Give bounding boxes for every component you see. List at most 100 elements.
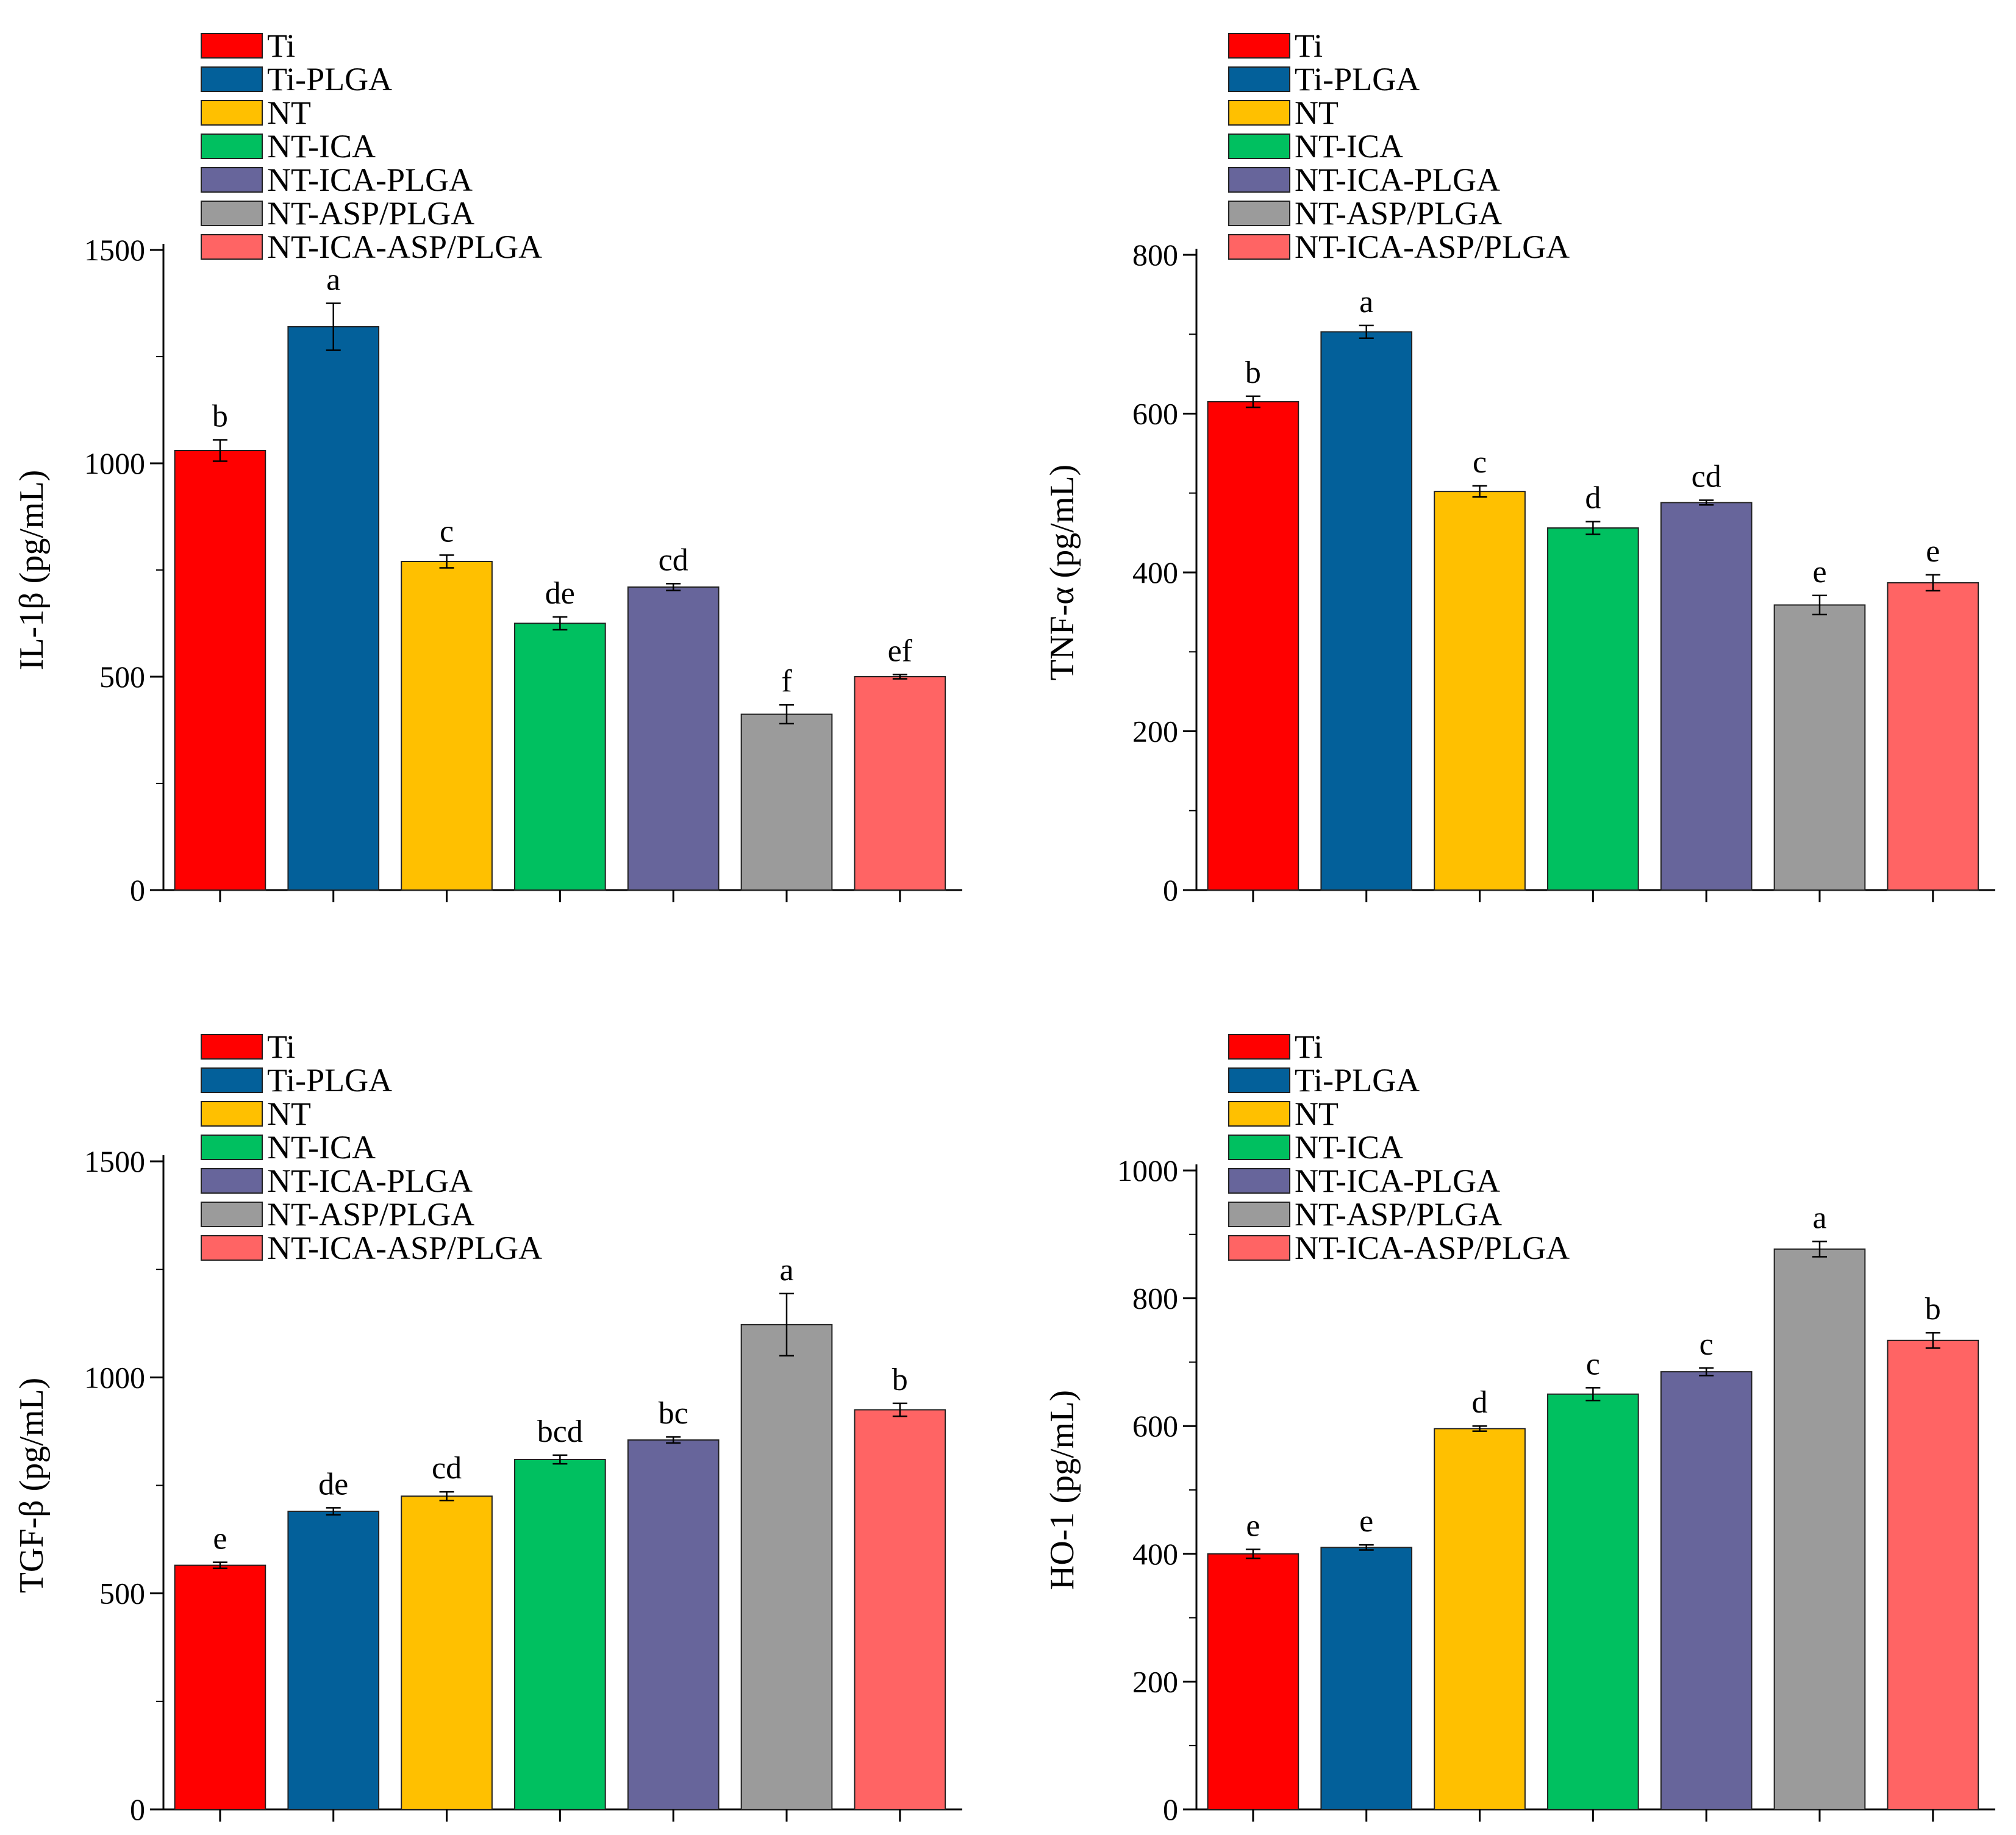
il1b-legend-label: NT	[267, 94, 311, 131]
tgfb-significance-label: a	[779, 1253, 793, 1288]
il1b-bar	[854, 676, 946, 891]
il1b-legend-swatch	[201, 33, 263, 59]
il1b-legend-label: NT-ASP/PLGA	[267, 195, 474, 232]
tgfb-y-tick-label: 1000	[84, 1360, 145, 1394]
tnfa-legend-label: Ti	[1295, 27, 1323, 64]
il1b-legend-label: Ti-PLGA	[267, 61, 392, 98]
ho1-legend-label: NT-ICA-ASP/PLGA	[1295, 1230, 1570, 1266]
tgfb-y-tick-label: 0	[130, 1792, 145, 1826]
ho1-significance-label: e	[1246, 1508, 1260, 1543]
il1b-legend-swatch	[201, 134, 263, 159]
tgfb-significance-label: bcd	[537, 1414, 583, 1449]
tgfb-bar	[854, 1409, 946, 1811]
il1b-legend-swatch	[201, 201, 263, 226]
ho1-bar	[1320, 1547, 1413, 1811]
il1b-legend-label: NT-ICA-ASP/PLGA	[267, 229, 542, 265]
tnfa-bar	[1773, 604, 1866, 891]
tnfa-significance-label: a	[1359, 285, 1373, 319]
ho1-legend-label: Ti	[1295, 1028, 1323, 1065]
tnfa-legend-swatch	[1228, 100, 1290, 126]
il1b-legend-swatch	[201, 100, 263, 126]
tnfa-legend-label: NT-ICA	[1295, 128, 1403, 165]
ho1-bar	[1547, 1393, 1639, 1811]
ho1-significance-label: c	[1700, 1327, 1714, 1362]
ho1-y-tick-label: 600	[1132, 1409, 1178, 1443]
ho1-y-tick-label: 800	[1132, 1281, 1178, 1316]
tnfa-significance-label: cd	[1692, 459, 1721, 494]
il1b-bar	[401, 561, 493, 891]
il1b-legend-label: Ti	[267, 27, 295, 64]
tgfb-significance-label: bc	[659, 1396, 688, 1431]
il1b-significance-label: cd	[659, 543, 688, 577]
tgfb-chart: TiTi-PLGANTNT-ICANT-ICA-PLGANT-ASP/PLGAN…	[13, 1028, 962, 1826]
tgfb-bar	[740, 1324, 833, 1810]
tnfa-y-tick-label: 600	[1132, 397, 1178, 431]
ho1-bar	[1434, 1428, 1526, 1811]
tgfb-legend-label: NT	[267, 1096, 311, 1132]
tnfa-y-tick-label: 0	[1163, 873, 1178, 907]
tnfa-legend-label: NT-ASP/PLGA	[1295, 195, 1502, 232]
il1b-legend-label: NT-ICA-PLGA	[267, 162, 473, 198]
tnfa-y-tick-label: 400	[1132, 555, 1178, 590]
tnfa-y-axis-title: TNF-α (pg/mL)	[1043, 465, 1081, 680]
tnfa-legend-swatch	[1228, 167, 1290, 193]
ho1-legend-label: NT-ICA	[1295, 1129, 1403, 1166]
tgfb-legend-swatch	[201, 1135, 263, 1160]
ho1-significance-label: d	[1472, 1385, 1488, 1420]
ho1-legend-label: NT-ASP/PLGA	[1295, 1196, 1502, 1233]
tnfa-bar	[1887, 582, 1979, 891]
tgfb-legend-swatch	[201, 1168, 263, 1194]
tgfb-bar	[627, 1439, 720, 1811]
tgfb-significance-label: b	[892, 1363, 908, 1397]
il1b-y-tick-label: 1500	[84, 233, 145, 267]
tgfb-legend-swatch	[201, 1067, 263, 1093]
tnfa-significance-label: d	[1585, 481, 1601, 516]
tnfa-bar	[1547, 527, 1639, 891]
tnfa-legend-label: NT	[1295, 94, 1339, 131]
il1b-legend-label: NT-ICA	[267, 128, 376, 165]
ho1-legend-label: NT-ICA-PLGA	[1295, 1163, 1500, 1199]
il1b-bar	[174, 450, 266, 891]
tnfa-legend-swatch	[1228, 33, 1290, 59]
il1b-bar	[287, 326, 380, 891]
il1b-bar	[514, 622, 606, 891]
il1b-significance-label: a	[326, 263, 340, 298]
tnfa-legend-label: NT-ICA-ASP/PLGA	[1295, 229, 1570, 265]
tgfb-y-axis-title: TGF-β (pg/mL)	[13, 1378, 51, 1594]
il1b-legend-swatch	[201, 167, 263, 193]
ho1-legend-swatch	[1228, 1034, 1290, 1060]
ho1-y-axis-title: HO-1 (pg/mL)	[1043, 1390, 1081, 1590]
tgfb-legend-label: Ti	[267, 1028, 295, 1065]
ho1-bar	[1660, 1371, 1753, 1811]
ho1-legend-label: Ti-PLGA	[1295, 1062, 1420, 1099]
tgfb-legend-swatch	[201, 1235, 263, 1261]
il1b-bar	[627, 586, 720, 891]
ho1-significance-label: b	[1925, 1292, 1941, 1327]
ho1-legend: TiTi-PLGANTNT-ICANT-ICA-PLGANT-ASP/PLGAN…	[1228, 1028, 1570, 1266]
il1b-legend-swatch	[201, 66, 263, 92]
tgfb-y-tick-label: 500	[99, 1577, 145, 1611]
ho1-bar	[1887, 1339, 1979, 1811]
tnfa-legend: TiTi-PLGANTNT-ICANT-ICA-PLGANT-ASP/PLGAN…	[1228, 27, 1570, 265]
tgfb-bar	[514, 1458, 606, 1810]
tgfb-significance-label: cd	[432, 1451, 462, 1486]
tnfa-significance-label: e	[1926, 534, 1940, 569]
ho1-significance-label: a	[1812, 1200, 1826, 1235]
il1b-y-tick-label: 0	[130, 873, 145, 907]
il1b-legend: TiTi-PLGANTNT-ICANT-ICA-PLGANT-ASP/PLGAN…	[201, 27, 542, 265]
tgfb-bar	[287, 1511, 380, 1811]
il1b-significance-label: c	[440, 515, 454, 549]
tgfb-legend: TiTi-PLGANTNT-ICANT-ICA-PLGANT-ASP/PLGAN…	[201, 1028, 542, 1266]
tnfa-bar	[1320, 331, 1413, 891]
ho1-y-tick-label: 200	[1132, 1664, 1178, 1698]
ho1-legend-swatch	[1228, 1202, 1290, 1227]
ho1-legend-swatch	[1228, 1168, 1290, 1194]
tnfa-legend-label: Ti-PLGA	[1295, 61, 1420, 98]
ho1-legend-swatch	[1228, 1101, 1290, 1127]
tgfb-significance-label: de	[318, 1467, 348, 1502]
tgfb-legend-swatch	[201, 1101, 263, 1127]
tgfb-bar	[401, 1495, 493, 1810]
tnfa-bar	[1660, 502, 1753, 891]
tnfa-bar	[1207, 401, 1299, 891]
